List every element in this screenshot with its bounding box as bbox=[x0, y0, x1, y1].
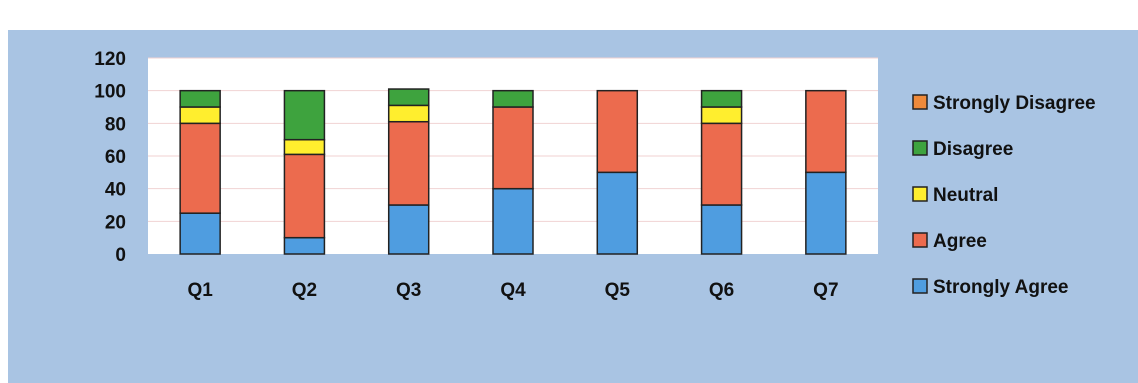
x-category-label: Q1 bbox=[187, 280, 213, 301]
legend-label: Neutral bbox=[933, 185, 998, 206]
bar-segment-neutral bbox=[387, 104, 430, 123]
bar-segment-strongly-agree bbox=[596, 171, 639, 255]
bar-segment-agree bbox=[492, 106, 534, 190]
bar-segment-strongly-agree bbox=[179, 212, 221, 255]
y-axis: 0 20 40 60 80 100 120 bbox=[94, 49, 126, 266]
x-category-label: Q2 bbox=[292, 280, 317, 301]
bar-segment-strongly-agree bbox=[283, 236, 326, 255]
bar-segment-agree bbox=[179, 122, 221, 214]
bars bbox=[179, 88, 847, 255]
y-tick-label: 0 bbox=[115, 245, 126, 266]
legend-label: Strongly Disagree bbox=[933, 93, 1096, 114]
y-tick-label: 80 bbox=[105, 114, 126, 135]
y-tick-label: 20 bbox=[105, 212, 126, 233]
legend-swatch bbox=[912, 94, 928, 110]
x-category-label: Q3 bbox=[396, 280, 421, 301]
bar-segment-agree bbox=[700, 122, 743, 206]
legend-swatch bbox=[912, 140, 928, 156]
bar-segment-strongly-agree bbox=[492, 187, 534, 255]
legend-swatch bbox=[912, 186, 928, 202]
legend-swatch bbox=[912, 278, 928, 294]
bar-segment-neutral bbox=[700, 106, 743, 125]
legend-label: Strongly Agree bbox=[933, 277, 1069, 298]
bar-segment-agree bbox=[805, 89, 847, 174]
x-category-label: Q7 bbox=[813, 280, 838, 301]
y-tick-label: 100 bbox=[94, 82, 126, 103]
bar-segment-strongly-agree bbox=[805, 171, 847, 255]
y-tick-label: 40 bbox=[105, 180, 126, 201]
bar-segment-agree bbox=[596, 89, 639, 174]
bar-segment-disagree bbox=[700, 89, 743, 108]
y-tick-label: 60 bbox=[105, 147, 126, 168]
stacked-bar-chart: 0 20 40 60 80 100 120 Q1 Q2 Q3 Q4 Q5 Q6 Q7 Strongly … bbox=[94, 49, 1096, 301]
legend-label: Disagree bbox=[933, 139, 1013, 160]
bar-segment-agree bbox=[387, 120, 430, 206]
bar-segment-strongly-agree bbox=[700, 204, 743, 255]
bar-segment-strongly-agree bbox=[387, 204, 430, 255]
legend-label: Agree bbox=[933, 231, 987, 252]
bar-segment-neutral bbox=[179, 106, 221, 125]
y-tick-label: 120 bbox=[94, 49, 126, 70]
bar-segment-neutral bbox=[283, 138, 326, 156]
chart-frame: 0 20 40 60 80 100 120 Q1 Q2 Q3 Q4 Q5 Q6 Q7 Strongly … bbox=[8, 30, 1138, 383]
bar-segment-disagree bbox=[492, 89, 534, 108]
bar-segment-disagree bbox=[179, 89, 221, 108]
bar-segment-disagree bbox=[283, 89, 326, 141]
x-category-label: Q4 bbox=[500, 280, 526, 301]
x-category-label: Q6 bbox=[709, 280, 734, 301]
bar-segment-disagree bbox=[387, 88, 430, 107]
legend: Strongly Disagree Disagree Neutral Agree Str… bbox=[912, 93, 1096, 298]
bar-segment-agree bbox=[283, 153, 326, 239]
legend-swatch bbox=[912, 232, 928, 248]
x-category-label: Q5 bbox=[605, 280, 631, 301]
x-axis: Q1 Q2 Q3 Q4 Q5 Q6 Q7 bbox=[187, 280, 838, 301]
